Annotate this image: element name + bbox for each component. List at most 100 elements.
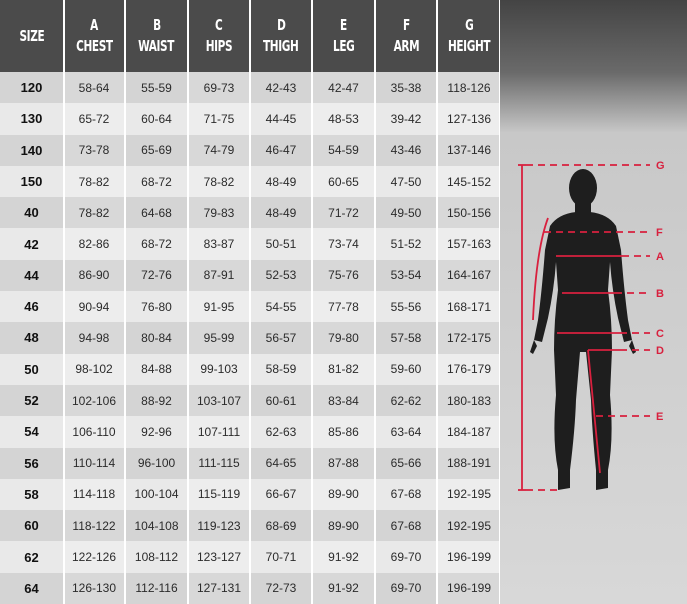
measurement-cell: 69-73	[189, 72, 249, 104]
table-row: 130 65-72 60-64 71-75 44-45 48-53 39-42 127-136	[0, 103, 500, 135]
column-letter: A	[90, 16, 98, 34]
size-cell: 130	[0, 103, 63, 135]
table-row: 48 94-98 80-84 95-99 56-57 79-80 57-58 172-175	[0, 322, 500, 354]
measurement-cell: 92-96	[126, 416, 187, 448]
column-label: WAIST	[138, 37, 175, 55]
size-cell: 62	[0, 541, 63, 573]
measurement-cell: 66-67	[251, 478, 311, 511]
measurement-cell: 42-43	[251, 72, 311, 104]
column-label: HIPS	[205, 37, 233, 55]
size-cell: 64	[0, 572, 63, 604]
measurement-cell: 115-119	[189, 478, 249, 511]
measurement-cell: 79-83	[189, 197, 249, 229]
size-cell: 40	[0, 197, 63, 229]
measurement-cell: 64-68	[126, 197, 187, 229]
measurement-cell: 65-69	[126, 134, 187, 166]
measurement-cell: 112-116	[126, 572, 187, 604]
measurement-cell: 103-107	[189, 384, 249, 417]
column-label: CHEST	[75, 37, 113, 55]
measurement-cell: 79-80	[313, 322, 374, 354]
measurement-cell: 126-130	[64, 572, 124, 604]
measurement-cell: 87-91	[189, 259, 249, 292]
column-divider	[436, 0, 438, 604]
measurement-cell: 39-42	[376, 103, 436, 135]
column-header-hips: C HIPS	[189, 0, 249, 72]
table-row: 52 102-106 88-92 103-107 60-61 83-84 62-62 180-…	[0, 384, 500, 417]
column-divider	[374, 0, 376, 604]
measurement-cell: 64-65	[251, 447, 311, 479]
measurement-cell: 192-195	[438, 510, 500, 542]
measurement-cell: 99-103	[189, 353, 249, 385]
measurement-cell: 55-59	[126, 72, 187, 104]
column-header-arm: F ARM	[376, 0, 436, 72]
measurement-cell: 35-38	[376, 72, 436, 104]
column-divider	[124, 0, 126, 604]
measurement-cell: 91-92	[313, 572, 374, 604]
measurement-cell: 196-199	[438, 572, 500, 604]
measurement-cell: 57-58	[376, 322, 436, 354]
measurement-cell: 48-49	[251, 197, 311, 229]
measurement-cell: 71-72	[313, 197, 374, 229]
size-cell: 46	[0, 291, 63, 323]
measurement-cell: 110-114	[64, 447, 124, 479]
size-cell: 52	[0, 384, 63, 417]
column-letter: D	[276, 16, 286, 34]
size-cell: 120	[0, 72, 63, 104]
measurement-lines	[518, 164, 650, 491]
measurement-cell: 168-171	[438, 291, 500, 323]
table-row: 58 114-118 100-104 115-119 66-67 89-90 67-68 19…	[0, 478, 500, 511]
measurement-label-b: B	[656, 288, 664, 300]
size-cell: 56	[0, 447, 63, 479]
measurement-cell: 62-63	[251, 416, 311, 448]
measurement-cell: 56-57	[251, 322, 311, 354]
measurement-cell: 192-195	[438, 478, 500, 511]
measurement-cell: 119-123	[189, 510, 249, 542]
measurement-cell: 75-76	[313, 259, 374, 292]
measurement-cell: 58-64	[64, 72, 124, 104]
body-measurement-diagram: G FA B CD E	[518, 160, 665, 491]
column-letter: F	[402, 16, 410, 34]
measurement-cell: 68-72	[126, 165, 187, 198]
measurement-cell: 50-51	[251, 228, 311, 260]
measurement-cell: 60-61	[251, 384, 311, 417]
measurement-cell: 150-156	[438, 197, 500, 229]
size-cell: 60	[0, 510, 63, 542]
measurement-cell: 145-152	[438, 165, 500, 198]
size-cell: 44	[0, 259, 63, 292]
measurement-cell: 70-71	[251, 541, 311, 573]
measurement-label-c: C	[656, 328, 664, 340]
measurement-cell: 47-50	[376, 165, 436, 198]
measurement-cell: 78-82	[189, 165, 249, 198]
measurement-cell: 94-98	[64, 322, 124, 354]
measurement-cell: 111-115	[189, 447, 249, 479]
measurement-cell: 65-72	[64, 103, 124, 135]
measurement-cell: 43-46	[376, 134, 436, 166]
measurement-cell: 68-69	[251, 510, 311, 542]
column-divider	[187, 0, 189, 604]
measurement-cell: 46-47	[251, 134, 311, 166]
measurement-cell: 42-47	[313, 72, 374, 104]
measurement-cell: 102-106	[64, 384, 124, 417]
column-letter: E	[340, 16, 347, 34]
measurement-cell: 89-90	[313, 478, 374, 511]
measurement-cell: 72-76	[126, 259, 187, 292]
measurement-cell: 83-87	[189, 228, 249, 260]
measurement-cell: 104-108	[126, 510, 187, 542]
measurement-label-g: G	[656, 160, 665, 172]
column-letter: C	[215, 16, 223, 34]
size-cell: 140	[0, 134, 63, 166]
measurement-label-f: F	[656, 227, 663, 239]
size-cell: 54	[0, 416, 63, 448]
measurement-cell: 67-68	[376, 478, 436, 511]
table-row: 50 98-102 84-88 99-103 58-59 81-82 59-60 176-17…	[0, 353, 500, 385]
measurement-cell: 180-183	[438, 384, 500, 417]
measurement-cell: 188-191	[438, 447, 500, 479]
measurement-label-d: D	[656, 345, 664, 357]
measurement-cell: 123-127	[189, 541, 249, 573]
measurement-cell: 127-131	[189, 572, 249, 604]
column-label: ARM	[393, 37, 419, 55]
measurement-cell: 98-102	[64, 353, 124, 385]
measurement-cell: 114-118	[64, 478, 124, 511]
table-row: 140 73-78 65-69 74-79 46-47 54-59 43-46 137-146	[0, 134, 500, 166]
measurement-cell: 90-94	[64, 291, 124, 323]
